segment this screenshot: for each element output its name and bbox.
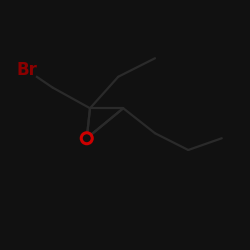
Circle shape — [16, 60, 37, 80]
Circle shape — [83, 135, 90, 142]
Text: Br: Br — [16, 61, 37, 79]
